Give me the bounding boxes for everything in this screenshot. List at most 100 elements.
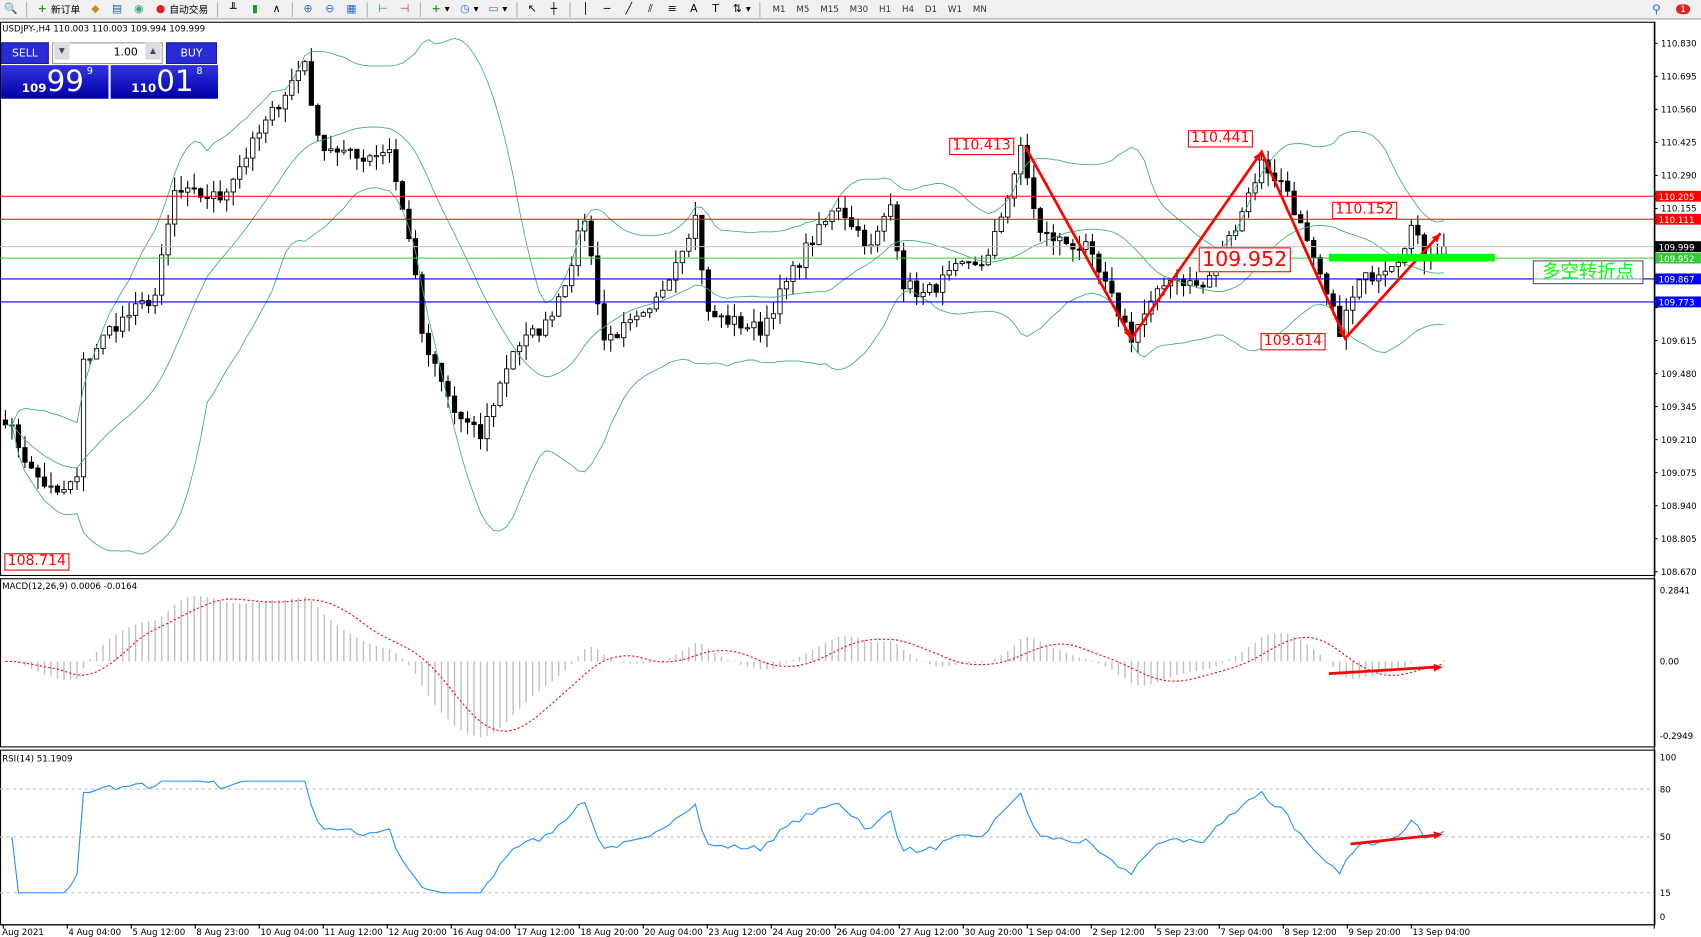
bull-candle: [822, 221, 829, 225]
macd-signal-line: [5, 598, 1444, 732]
bear-candle: [1102, 271, 1109, 282]
timeframe-bar: M1 M5 M15 M30 H1 H4 D1 W1 MN: [767, 4, 992, 14]
reversal-zone-bar: [1328, 253, 1495, 262]
history-button[interactable]: ◆: [87, 1, 104, 18]
bull-candle: [1376, 274, 1382, 282]
zoom-in-button[interactable]: ⊕: [299, 1, 316, 18]
arrows-button[interactable]: ⇅ ▾: [732, 2, 751, 15]
bull-candle: [946, 270, 952, 276]
chart-shift-button[interactable]: ⊣: [396, 1, 413, 18]
vertical-line-button[interactable]: │: [577, 1, 594, 18]
timeframe-h1[interactable]: H1: [879, 4, 892, 15]
bull-candle: [497, 382, 503, 407]
text-button[interactable]: A: [685, 1, 702, 18]
line-chart-button[interactable]: ∧: [268, 1, 285, 18]
bollinger-lower-band: [5, 187, 1444, 555]
price-tick-label: 109.480: [1661, 370, 1697, 380]
book-icon: ◆: [91, 2, 100, 15]
bear-candle: [1096, 253, 1102, 273]
autoscroll-button[interactable]: ⊢: [374, 1, 391, 18]
periods-button[interactable]: ◷ ▾: [460, 2, 479, 15]
bear-candle: [601, 303, 607, 341]
bull-candle: [126, 314, 132, 318]
notification-badge[interactable]: 1: [1675, 4, 1691, 15]
bear-candle: [757, 321, 764, 336]
timeframe-mn[interactable]: MN: [972, 4, 987, 15]
bear-candle: [914, 280, 920, 298]
bear-candle: [712, 310, 718, 318]
timeframe-m1[interactable]: M1: [772, 4, 786, 15]
lot-size-input[interactable]: 1.00: [52, 42, 163, 65]
bull-candle: [165, 223, 171, 256]
bull-candle: [770, 313, 777, 319]
horizontal-line-button[interactable]: ─: [598, 1, 615, 18]
buy-price[interactable]: 110 01 8: [110, 65, 219, 99]
server-button[interactable]: ▤: [108, 1, 125, 18]
fibonacci-icon: ≡: [667, 2, 677, 15]
indicators-button[interactable]: + ▾: [431, 2, 450, 15]
bull-candle: [985, 254, 991, 266]
bear-candle: [1037, 208, 1043, 233]
auto-trading-button[interactable]: ● 自动交易: [152, 1, 211, 18]
buy-price-fraction: 8: [196, 66, 203, 78]
bear-candle: [22, 447, 28, 463]
timeframe-d1[interactable]: D1: [924, 4, 938, 15]
bull-candle: [959, 261, 965, 265]
tile-windows-button[interactable]: ▦: [343, 1, 360, 18]
bollinger-upper-band: [5, 37, 1444, 426]
bull-candle: [74, 476, 80, 483]
sell-price-fraction: 9: [86, 66, 94, 78]
timeframe-m5[interactable]: M5: [796, 4, 810, 15]
chart-canvas[interactable]: 110.205 110.111 109.999 109.952 109.867 109.7…: [0, 21, 1701, 937]
crosshair-button[interactable]: ┼: [545, 1, 562, 18]
bear-candle: [1304, 222, 1310, 241]
bull-candle: [1350, 296, 1356, 311]
bar-chart-button[interactable]: ╨: [225, 1, 242, 18]
bull-candle: [575, 230, 581, 267]
timeframe-w1[interactable]: W1: [947, 4, 963, 15]
signal-button[interactable]: ◉: [130, 1, 147, 18]
time-label: 27 Aug 12:00: [900, 928, 958, 937]
new-order-button[interactable]: + 新订单: [34, 1, 83, 18]
bar-chart-icon: ╨: [229, 2, 237, 15]
search-icon[interactable]: ⚲: [1651, 2, 1661, 17]
lot-decrease-button[interactable]: ▼: [54, 42, 70, 60]
channel-button[interactable]: ⫽: [642, 1, 659, 18]
bull-candle: [829, 210, 835, 222]
bear-candle: [1200, 284, 1206, 288]
bull-candle: [48, 485, 54, 488]
bull-candle: [152, 294, 158, 307]
bear-candle: [855, 226, 861, 231]
sell-button[interactable]: SELL: [1, 42, 49, 65]
rsi-tick-label: 50: [1660, 833, 1671, 843]
text-label-button[interactable]: T: [707, 1, 724, 18]
bear-candle: [1311, 239, 1317, 258]
bear-candle: [146, 300, 152, 307]
bull-candle: [556, 296, 562, 317]
templates-button[interactable]: ▭ ▾: [488, 2, 508, 15]
bear-candle: [614, 334, 620, 339]
trendline-button[interactable]: ╱: [620, 1, 637, 18]
timeframe-m30[interactable]: M30: [849, 4, 869, 15]
fibonacci-button[interactable]: ≡: [663, 1, 680, 18]
buy-button[interactable]: BUY: [165, 42, 217, 65]
template-icon: ▭: [488, 2, 499, 15]
price-tick-label: 109.075: [1661, 469, 1697, 479]
timeframe-m15[interactable]: M15: [820, 4, 839, 15]
bear-candle: [15, 424, 22, 449]
buy-price-pips: 01: [156, 65, 194, 99]
cursor-button[interactable]: ↖: [524, 1, 541, 18]
bull-candle: [100, 334, 106, 349]
bull-candle: [295, 70, 301, 82]
bull-candle: [347, 148, 353, 151]
candle-chart-button[interactable]: ▮: [246, 1, 263, 18]
bull-candle: [627, 319, 633, 324]
zoom-out-button[interactable]: ⊖: [321, 1, 338, 18]
zoom-tool-button[interactable]: 🔍: [2, 1, 19, 18]
lot-increase-button[interactable]: ▲: [145, 42, 161, 60]
channel-icon: ⫽: [648, 2, 653, 15]
time-label: 11 Aug 12:00: [324, 928, 382, 937]
sell-price[interactable]: 109 99 9: [1, 65, 109, 99]
timeframe-h4[interactable]: H4: [901, 4, 915, 15]
bull-candle: [992, 231, 998, 256]
